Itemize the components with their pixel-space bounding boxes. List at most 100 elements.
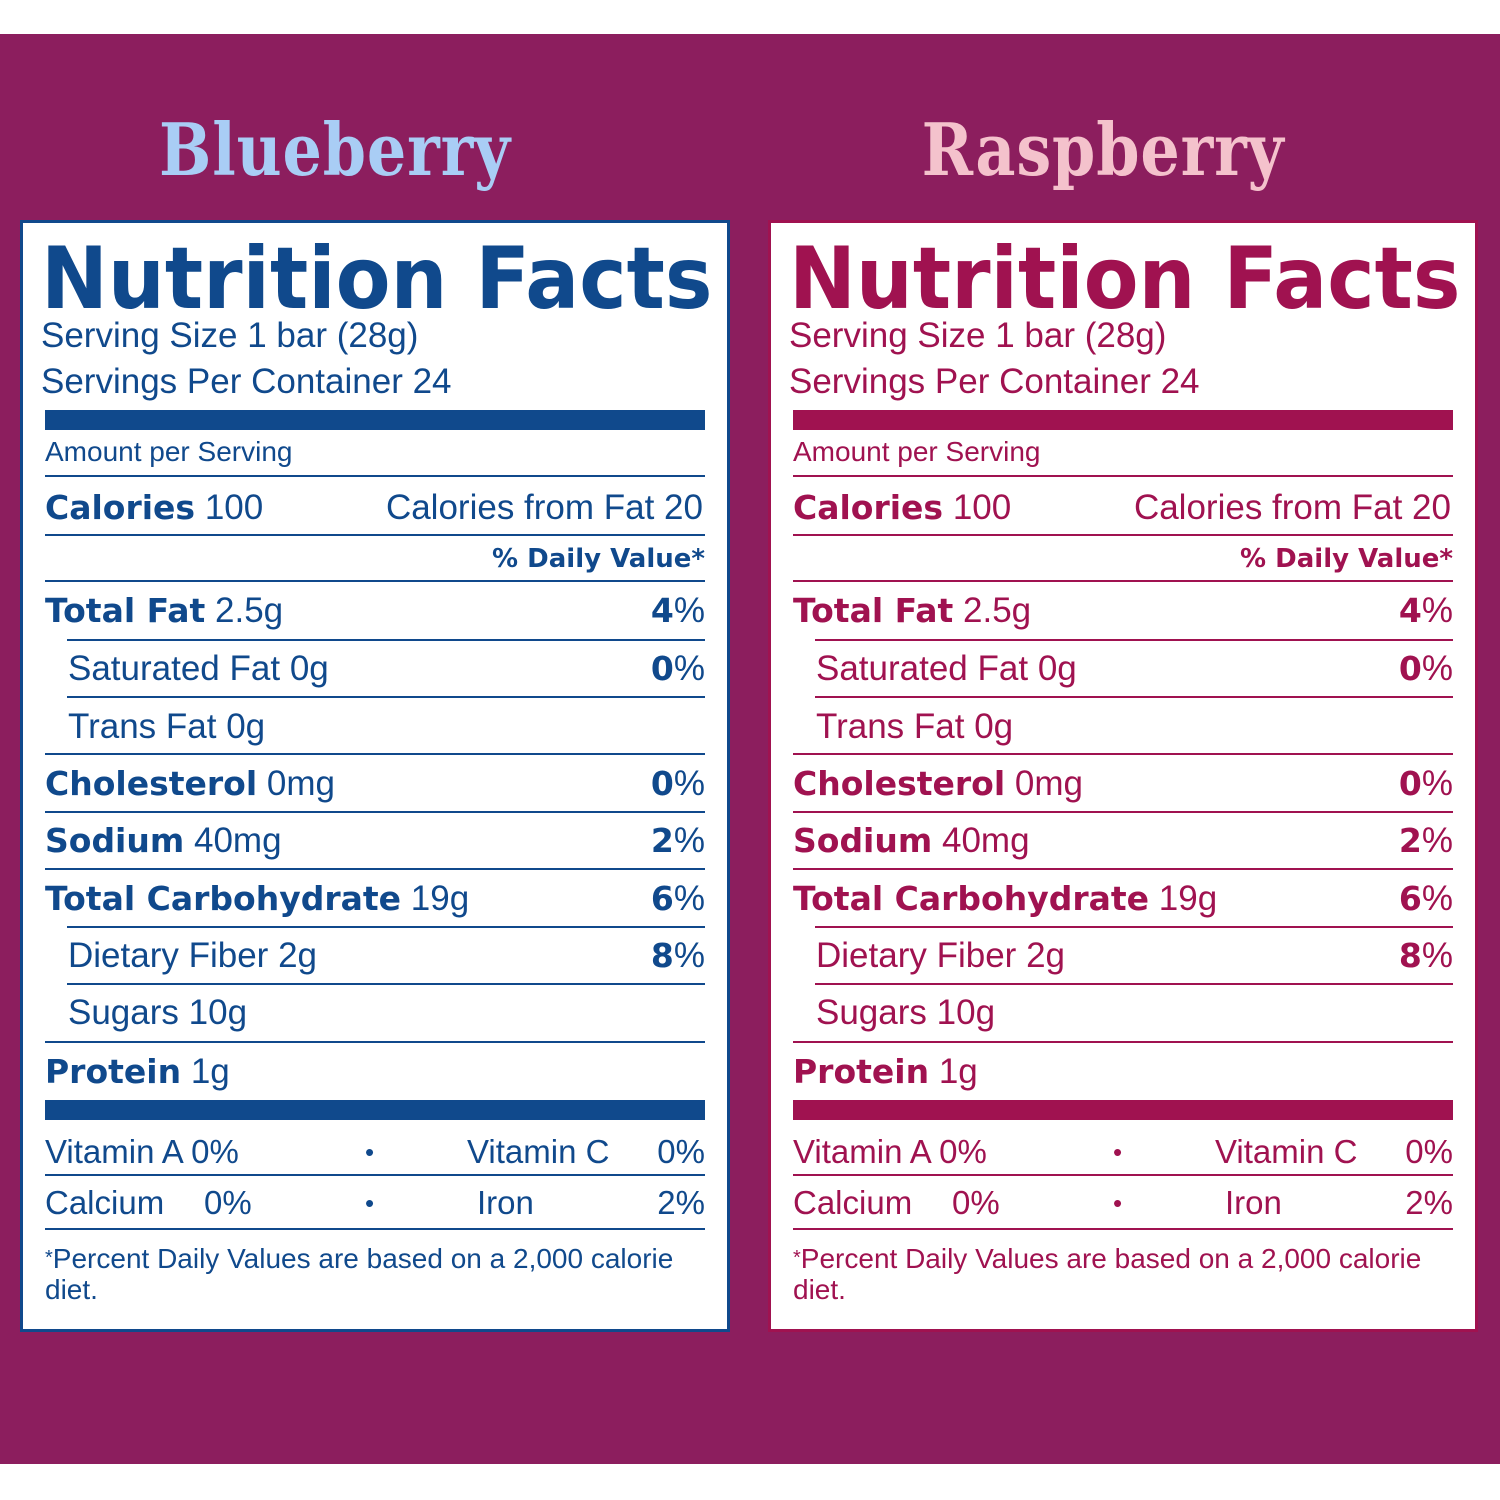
nutrient-name: Saturated Fat xyxy=(816,649,1029,688)
daily-value-sign: % xyxy=(1421,879,1453,918)
nutrient-amount: 0g xyxy=(974,707,1014,746)
nutrient-name: Total Fat xyxy=(45,591,206,630)
vitamin-right-label: Iron xyxy=(1225,1184,1282,1221)
daily-value-sign: % xyxy=(673,764,705,803)
daily-value-percent: 0% xyxy=(651,764,705,804)
daily-value-header: % Daily Value* xyxy=(1240,544,1453,574)
nutrient-name: Cholesterol xyxy=(45,764,258,803)
calories-label: Calories xyxy=(793,488,944,527)
rule xyxy=(815,983,1453,985)
daily-value-percent: 8% xyxy=(1399,936,1453,976)
daily-value-number: 0 xyxy=(650,649,674,688)
daily-value-percent: 8% xyxy=(651,936,705,976)
nutrient-amount: 19g xyxy=(410,879,470,918)
nutrient-amount: 2.5g xyxy=(215,591,284,630)
calories-row: Calories 100 Calories from Fat 20 xyxy=(45,488,705,528)
daily-value-number: 4 xyxy=(650,591,674,630)
nutrient-amount: 0g xyxy=(1037,649,1077,688)
footnote: *Percent Daily Values are based on a 2,0… xyxy=(45,1243,697,1305)
daily-value-number: 8 xyxy=(650,936,674,975)
nutrient-row: Trans Fat 0g xyxy=(68,707,705,747)
nutrient-amount: 1g xyxy=(938,1052,978,1091)
vitamin-left-value: 0% xyxy=(952,1184,1000,1221)
nutrient-name: Total Carbohydrate xyxy=(45,879,402,918)
nutrient-amount: 0mg xyxy=(266,764,335,803)
daily-value-sign: % xyxy=(1421,591,1453,630)
daily-value-sign: % xyxy=(673,821,705,860)
rule xyxy=(793,1041,1453,1043)
footnote-mark: * xyxy=(793,1247,801,1269)
nutrient-row: Dietary Fiber 2g 8% xyxy=(68,936,705,976)
vitamin-right-value: 0% xyxy=(1405,1133,1453,1170)
daily-value-percent: 0% xyxy=(1399,649,1453,689)
nutrient-row: Sugars 10g xyxy=(816,993,1453,1033)
rule xyxy=(815,696,1453,698)
rule xyxy=(45,580,705,582)
bullet: • xyxy=(365,1188,375,1218)
vitamin-right-value: 0% xyxy=(657,1133,705,1170)
vitamin-right-label: Iron xyxy=(477,1184,534,1221)
vitamin-left-value: 0% xyxy=(204,1184,252,1221)
nutrient-row: Cholesterol 0mg 0% xyxy=(793,764,1453,804)
servings-per-container: Servings Per Container 24 xyxy=(41,362,452,401)
daily-value-percent: 0% xyxy=(651,649,705,689)
nutrient-row: Cholesterol 0mg 0% xyxy=(45,764,705,804)
daily-value-percent: 0% xyxy=(1399,764,1453,804)
calories-row: Calories 100 Calories from Fat 20 xyxy=(793,488,1453,528)
rule xyxy=(45,868,705,870)
rule xyxy=(793,580,1453,582)
thick-rule xyxy=(793,410,1453,430)
nutrient-row: Total Fat 2.5g 4% xyxy=(793,591,1453,631)
nutrition-facts-title: Nutrition Facts xyxy=(789,229,1461,329)
rule xyxy=(67,696,705,698)
rule xyxy=(815,639,1453,641)
daily-value-sign: % xyxy=(673,879,705,918)
calories-value: 100 xyxy=(204,488,264,527)
nutrient-amount: 1g xyxy=(190,1052,230,1091)
nutrient-name: Dietary Fiber xyxy=(816,936,1017,975)
vitamin-left: Vitamin A 0% xyxy=(793,1132,987,1172)
daily-value-number: 8 xyxy=(1398,936,1422,975)
daily-value-sign: % xyxy=(673,591,705,630)
rule xyxy=(793,811,1453,813)
daily-value-number: 6 xyxy=(650,879,674,918)
rule xyxy=(45,1228,705,1230)
rule xyxy=(793,534,1453,536)
footnote-text: Percent Daily Values are based on a 2,00… xyxy=(45,1243,674,1305)
daily-value-percent: 6% xyxy=(651,879,705,919)
rule xyxy=(793,1228,1453,1230)
daily-value-percent: 4% xyxy=(651,591,705,631)
amount-per-serving: Amount per Serving xyxy=(793,436,1041,467)
flavor-heading-raspberry: Raspberry xyxy=(921,107,1285,192)
vitamin-left-value: 0% xyxy=(191,1133,239,1170)
daily-value-number: 4 xyxy=(1398,591,1422,630)
rule xyxy=(45,475,705,477)
nutrient-row: Protein 1g xyxy=(45,1052,705,1092)
footnote-mark: * xyxy=(45,1247,53,1269)
nutrient-amount: 0g xyxy=(289,649,329,688)
daily-value-percent: 4% xyxy=(1399,591,1453,631)
rule xyxy=(793,475,1453,477)
rule xyxy=(793,868,1453,870)
nutrient-amount: 2g xyxy=(278,936,317,975)
rule xyxy=(45,811,705,813)
daily-value-sign: % xyxy=(673,936,705,975)
nutrient-amount: 40mg xyxy=(194,821,282,860)
nutrient-name: Trans Fat xyxy=(68,707,217,746)
nutrient-amount: 19g xyxy=(1158,879,1218,918)
nutrient-amount: 2.5g xyxy=(963,591,1032,630)
daily-value-header: % Daily Value* xyxy=(492,544,705,574)
nutrient-name: Sodium xyxy=(45,821,185,860)
calories-from-fat: Calories from Fat 20 xyxy=(385,488,703,527)
nutrient-amount: 2g xyxy=(1026,936,1065,975)
vitamin-right-label: Vitamin C xyxy=(1215,1133,1358,1170)
nutrient-name: Protein xyxy=(45,1052,182,1091)
nutrient-name: Dietary Fiber xyxy=(68,936,269,975)
nutrient-row: Sodium 40mg 2% xyxy=(793,821,1453,861)
calories-label: Calories xyxy=(45,488,196,527)
thick-rule xyxy=(793,1100,1453,1120)
nutrient-row: Trans Fat 0g xyxy=(816,707,1453,747)
thick-rule xyxy=(45,410,705,430)
daily-value-number: 2 xyxy=(650,821,674,860)
nutrient-name: Protein xyxy=(793,1052,930,1091)
